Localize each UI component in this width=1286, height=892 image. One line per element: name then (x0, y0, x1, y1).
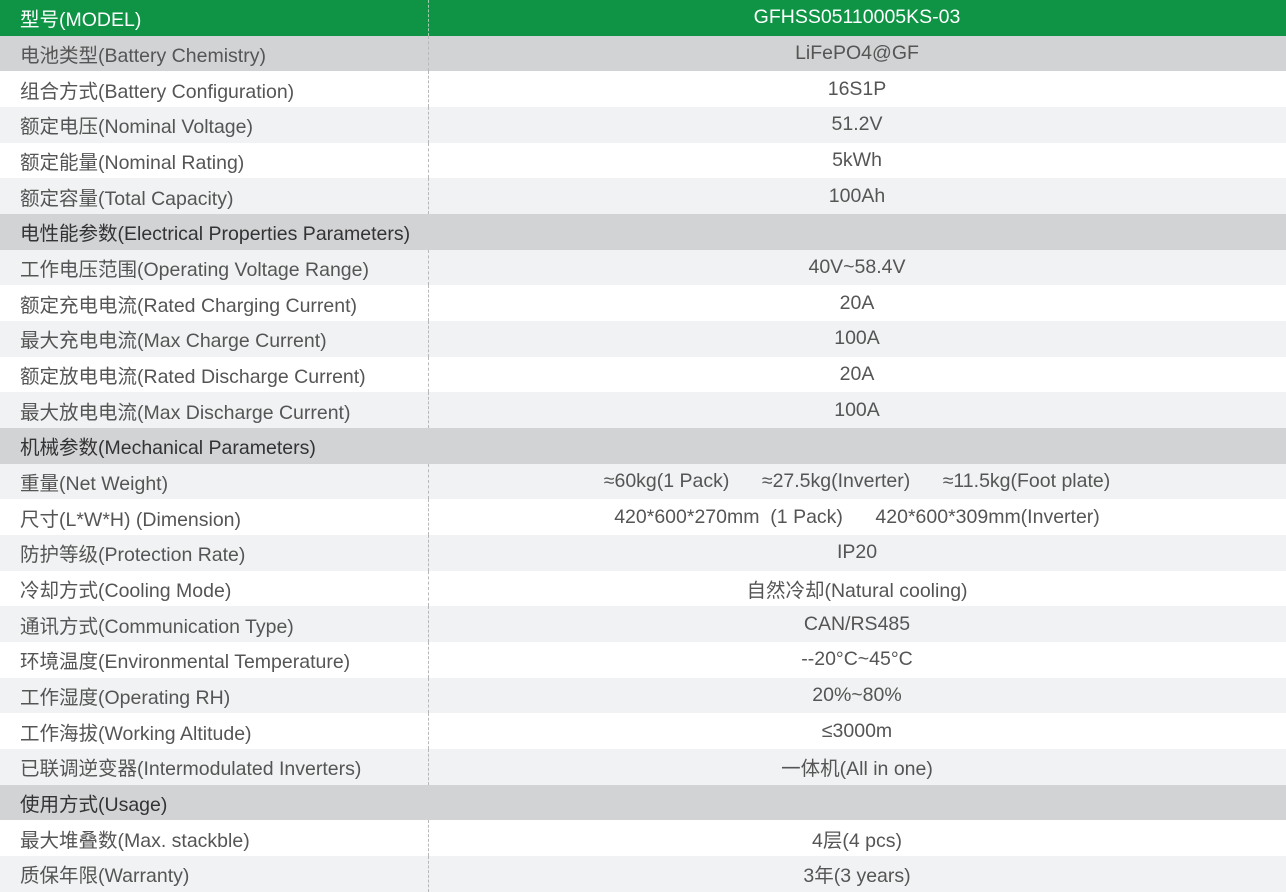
row-label: 通讯方式(Communication Type) (20, 615, 294, 638)
column-divider (428, 856, 429, 892)
row-label: 工作电压范围(Operating Voltage Range) (20, 259, 369, 282)
row-value: 16S1P (827, 77, 887, 100)
row-label: 工作海拔(Working Altitude) (20, 722, 252, 745)
row-value: 51.2V (831, 113, 883, 136)
table-row: 重量(Net Weight) ≈60kg(1 Pack) ≈27.5kg(Inve… (0, 463, 1286, 500)
section-header-row: 机械参数(Mechanical Parameters) (0, 428, 1286, 464)
row-label: 机械参数(Mechanical Parameters) (20, 437, 316, 460)
column-divider (428, 178, 429, 215)
row-value: 4层(4 pcs) (812, 829, 902, 852)
table-row: 组合方式(Battery Configuration) 16S1P (0, 71, 1286, 108)
section-header-row: 使用方式(Usage) (0, 784, 1286, 821)
column-divider (428, 749, 429, 785)
column-divider (428, 606, 429, 643)
row-label: 尺寸(L*W*H) (Dimension) (20, 508, 242, 531)
row-value: 5kWh (832, 149, 882, 172)
table-header-row: 型号(MODEL) GFHSS05110005KS-03 (0, 0, 1286, 36)
row-value: GFHSS05110005KS-03 (753, 6, 961, 29)
table-row: 电池类型(Battery Chemistry) LiFePO4@GF (0, 35, 1286, 72)
row-label: 已联调逆变器(Intermodulated Inverters) (20, 758, 362, 781)
column-divider (428, 356, 429, 393)
row-label: 使用方式(Usage) (20, 794, 168, 817)
row-label: 组合方式(Battery Configuration) (20, 80, 295, 103)
row-value: --20°C~45°C (801, 648, 913, 671)
table-row: 工作湿度(Operating RH) 20%~80% (0, 677, 1286, 714)
row-label: 额定充电电流(Rated Charging Current) (20, 294, 358, 317)
column-divider (428, 677, 429, 714)
column-divider (428, 463, 429, 500)
row-value: 20%~80% (812, 684, 902, 707)
table-row: 环境温度(Environmental Temperature) --20°C~45… (0, 642, 1286, 678)
row-value: 420*600*270mm (1 Pack) 420*600*309mm(Inv… (614, 505, 1100, 528)
row-value: 20A (839, 363, 875, 386)
row-value: 20A (839, 291, 875, 314)
row-label: 工作湿度(Operating RH) (20, 687, 231, 710)
row-value: CAN/RS485 (803, 612, 911, 635)
column-divider (428, 713, 429, 750)
table-row: 已联调逆变器(Intermodulated Inverters) 一体机(All … (0, 749, 1286, 785)
column-divider (428, 285, 429, 322)
column-divider (428, 535, 429, 571)
row-value: LiFePO4@GF (795, 42, 919, 64)
table-row: 最大放电电流(Max Discharge Current) 100A (0, 392, 1286, 429)
column-divider (428, 642, 429, 678)
row-label: 质保年限(Warranty) (20, 865, 190, 888)
table-row: 额定电压(Nominal Voltage) 51.2V (0, 107, 1286, 143)
table-row: 额定放电电流(Rated Discharge Current) 20A (0, 356, 1286, 393)
row-value: IP20 (836, 541, 878, 564)
column-divider (428, 820, 429, 857)
row-label: 额定放电电流(Rated Discharge Current) (20, 366, 366, 389)
row-value: 一体机(All in one) (781, 758, 933, 781)
row-label: 环境温度(Environmental Temperature) (20, 651, 351, 674)
table-row: 最大堆叠数(Max. stackble) 4层(4 pcs) (0, 820, 1286, 857)
row-value: ≤3000m (821, 719, 893, 742)
row-label: 重量(Net Weight) (20, 473, 169, 496)
column-divider (428, 321, 429, 357)
column-divider (428, 570, 429, 607)
table-row: 通讯方式(Communication Type) CAN/RS485 (0, 606, 1286, 643)
row-value: 40V~58.4V (808, 256, 906, 279)
row-label: 最大放电电流(Max Discharge Current) (20, 401, 351, 424)
table-row: 额定充电电流(Rated Charging Current) 20A (0, 285, 1286, 322)
table-row: 额定能量(Nominal Rating) 5kWh (0, 142, 1286, 179)
column-divider (428, 499, 429, 536)
table-row: 工作海拔(Working Altitude) ≤3000m (0, 713, 1286, 750)
row-label: 防护等级(Protection Rate) (20, 544, 246, 567)
row-label: 冷却方式(Cooling Mode) (20, 580, 232, 603)
row-label: 额定电压(Nominal Voltage) (20, 116, 253, 139)
table-row: 最大充电电流(Max Charge Current) 100A (0, 321, 1286, 357)
row-value: 100A (834, 398, 880, 421)
column-divider (428, 392, 429, 429)
table-row: 防护等级(Protection Rate) IP20 (0, 535, 1286, 571)
column-divider (428, 0, 429, 36)
section-header-row: 电性能参数(Electrical Properties Parameters) (0, 214, 1286, 250)
table-row: 质保年限(Warranty) 3年(3 years) (0, 856, 1286, 892)
row-label: 电池类型(Battery Chemistry) (20, 45, 266, 67)
row-label: 额定容量(Total Capacity) (20, 187, 234, 210)
row-label: 最大充电电流(Max Charge Current) (20, 330, 327, 353)
row-label: 最大堆叠数(Max. stackble) (20, 829, 250, 852)
column-divider (428, 107, 429, 143)
column-divider (428, 71, 429, 108)
table-row: 工作电压范围(Operating Voltage Range) 40V~58.4V (0, 249, 1286, 286)
row-value: 100A (834, 327, 880, 350)
row-value: 自然冷却(Natural cooling) (746, 580, 968, 603)
row-value: ≈60kg(1 Pack) ≈27.5kg(Inverter) ≈11.5kg(… (603, 470, 1111, 493)
row-value: 3年(3 years) (803, 865, 911, 888)
column-divider (428, 142, 429, 179)
row-label: 电性能参数(Electrical Properties Parameters) (20, 223, 411, 246)
table-row: 额定容量(Total Capacity) 100Ah (0, 178, 1286, 215)
row-label: 额定能量(Nominal Rating) (20, 152, 245, 175)
row-label: 型号(MODEL) (20, 9, 142, 32)
table-row: 尺寸(L*W*H) (Dimension) 420*600*270mm (1 Pa… (0, 499, 1286, 536)
table-row: 冷却方式(Cooling Mode) 自然冷却(Natural cooling) (0, 570, 1286, 607)
column-divider (428, 35, 429, 72)
column-divider (428, 249, 429, 286)
row-value: 100Ah (828, 184, 886, 207)
